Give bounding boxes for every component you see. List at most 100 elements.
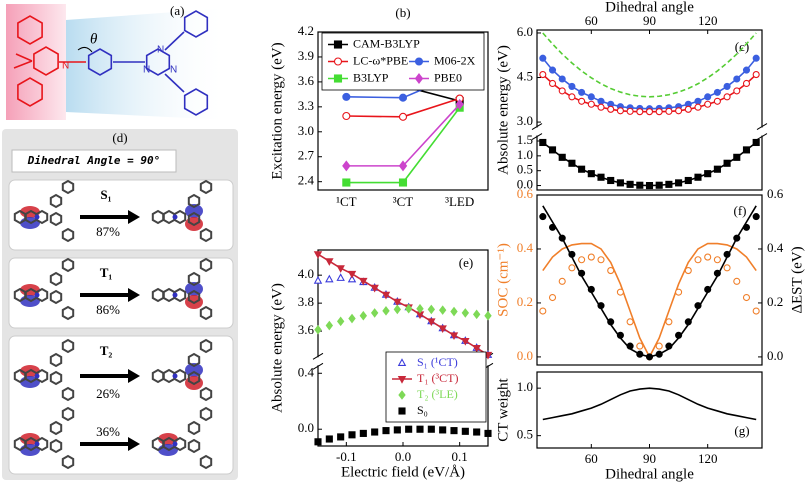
y-tick-label: 0.0: [517, 348, 533, 363]
y-tick-label: 3.3: [298, 98, 314, 113]
data-point: [578, 256, 586, 264]
data-point: [461, 308, 470, 318]
data-point: [393, 304, 402, 315]
ring: [173, 209, 187, 225]
panel-label: (e): [459, 255, 473, 270]
x-tick-label: 0.0: [395, 449, 411, 464]
ring: [199, 227, 213, 243]
legend-box: [321, 32, 485, 91]
state-name: S₁: [100, 187, 111, 202]
ring: [187, 438, 201, 454]
data-point: [398, 93, 408, 102]
panel-label: (c): [735, 39, 749, 54]
data-point: [626, 318, 634, 326]
nitrogen: [172, 373, 178, 379]
data-point: [655, 350, 663, 358]
weight: 86%: [96, 302, 120, 317]
ring: [49, 193, 63, 209]
data-point: [336, 265, 345, 273]
data-point: [733, 277, 741, 285]
ring: [173, 436, 187, 452]
data-point: [684, 176, 692, 185]
data-point: [359, 310, 368, 321]
legend-marker: [414, 57, 424, 66]
data-point: [587, 253, 595, 261]
legend-marker: [333, 74, 343, 83]
data-point: [733, 75, 741, 83]
data-point: [558, 87, 566, 95]
panel-label: (a): [170, 3, 184, 18]
arrowhead: [128, 210, 140, 224]
legend-label: S₁ (¹CT): [417, 355, 458, 369]
weight: 36%: [96, 424, 120, 439]
data-point: [539, 138, 547, 147]
ring: [49, 352, 63, 368]
data-point: [636, 181, 644, 189]
break-mark: [531, 123, 543, 130]
data-point: [626, 107, 634, 115]
data-point: [382, 306, 390, 316]
legend-label: M06-2X: [434, 53, 476, 67]
y-tick-label: 4.0: [298, 266, 314, 281]
data-point: [325, 435, 333, 443]
series-line: [542, 205, 757, 358]
data-point: [636, 342, 644, 350]
data-point: [636, 108, 644, 116]
legend-marker: [397, 358, 407, 366]
data-point: [438, 325, 447, 334]
data-point: [597, 173, 605, 181]
ring: [199, 305, 213, 321]
data-point: [484, 310, 492, 321]
legend-label: CAM-B3LYP: [353, 36, 420, 50]
ring: [87, 48, 113, 76]
legend-marker: [398, 407, 406, 415]
x-tick-label: 60: [585, 451, 598, 466]
legend-marker: [397, 376, 407, 384]
state-name: T₁: [100, 265, 113, 280]
data-point: [484, 429, 492, 437]
data-point: [742, 146, 751, 154]
data-point: [597, 256, 605, 264]
ring: [49, 289, 63, 305]
data-point: [548, 293, 557, 302]
arrowhead: [128, 437, 140, 451]
data-point: [393, 426, 401, 434]
nitrogen: [172, 292, 178, 298]
legend-label: B3LYP: [353, 70, 389, 84]
y-tick-label: 0.5: [517, 427, 533, 442]
y-tick-label: 3.8: [298, 294, 314, 309]
panel-label: (f): [734, 203, 747, 218]
axis-break: [316, 357, 320, 366]
ring: [187, 420, 201, 436]
nitrogen: [34, 441, 40, 447]
y-tick-label: 1.0: [517, 147, 533, 162]
y-tick-label: 3.9: [298, 48, 314, 63]
data-point: [704, 100, 712, 108]
data-point: [713, 97, 721, 105]
data-point: [752, 138, 760, 147]
data-point: [704, 253, 712, 261]
arrowhead: [128, 288, 140, 302]
atom-label: N: [170, 65, 177, 76]
y2-tick-label: 0.2: [767, 294, 783, 309]
data-point: [336, 273, 345, 281]
data-point: [713, 256, 721, 264]
ring: [61, 305, 75, 321]
ring: [183, 88, 209, 116]
data-point: [548, 223, 557, 231]
y2-tick-label: 0.4: [767, 240, 784, 255]
atom-label: N: [62, 61, 69, 72]
y2-tick-label: 0.6: [767, 186, 784, 201]
data-point: [313, 251, 323, 259]
y2-axis-label: ΔEST (eV): [789, 246, 805, 313]
bond: [15, 53, 33, 62]
data-point: [616, 331, 624, 339]
data-point: [558, 75, 566, 83]
data-point: [558, 234, 566, 242]
ring: [17, 15, 43, 45]
data-point: [416, 303, 424, 314]
data-point: [370, 284, 379, 293]
data-point: [548, 79, 557, 88]
axis-break: [486, 357, 490, 366]
panel-title: Dihedral Angle = 90°: [27, 154, 160, 167]
